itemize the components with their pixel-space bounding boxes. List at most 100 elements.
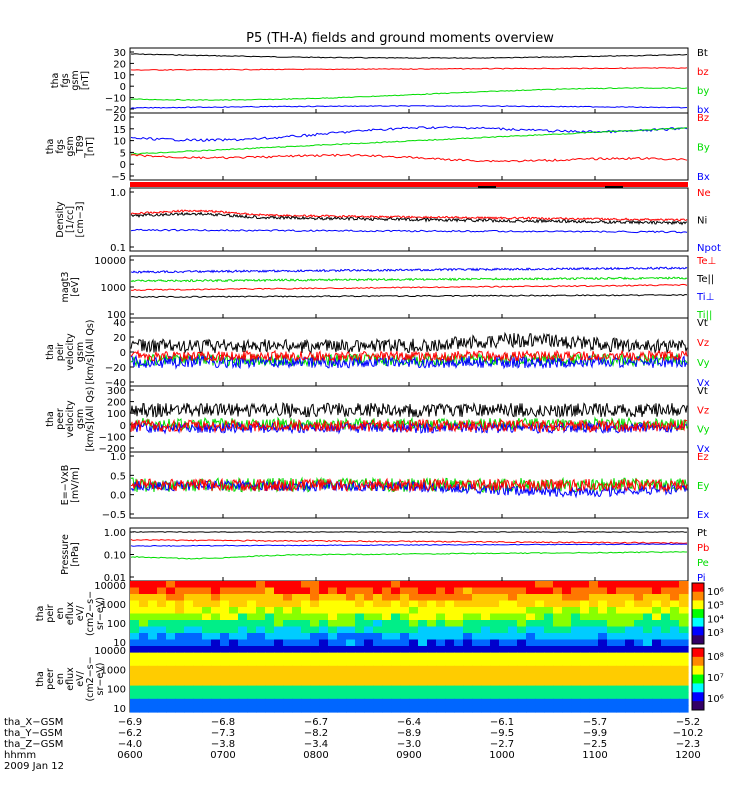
spectrogram-cell <box>157 679 167 687</box>
spectrogram-cell <box>652 613 662 621</box>
spectrogram-cell <box>238 587 248 595</box>
spectrogram-cell <box>625 692 635 700</box>
spectrogram-cell <box>139 594 149 602</box>
spectrogram-cell <box>364 652 374 660</box>
spectrogram-cell <box>409 672 419 680</box>
spectrogram-cell <box>661 672 671 680</box>
spectrogram-cell <box>526 587 536 595</box>
spectrogram-cell <box>634 626 644 634</box>
spectrogram-cell <box>229 665 239 673</box>
spectrogram-cell <box>301 613 311 621</box>
spectrogram-cell <box>427 685 437 693</box>
spectrogram-cell <box>526 646 536 654</box>
trace-Te-perp <box>130 283 688 292</box>
spectrogram-cell <box>283 659 293 667</box>
spectrogram-cell <box>301 633 311 641</box>
y-axis-label-line: [km/s](All Qs) <box>85 320 96 385</box>
spectrogram-cell <box>184 692 194 700</box>
spectrogram-cell <box>643 705 653 713</box>
spectrogram-cell <box>544 594 554 602</box>
spectrogram-cell <box>382 633 392 641</box>
spectrogram-cell <box>679 692 689 700</box>
spectrogram-cell <box>490 692 500 700</box>
spectrogram-cell <box>445 685 455 693</box>
spectrogram-cell <box>553 665 563 673</box>
spectrogram-cell <box>607 594 617 602</box>
spectrogram-cell <box>598 600 608 608</box>
spectrogram-cell <box>220 613 230 621</box>
spectrogram-cell <box>346 698 356 706</box>
spectrogram-cell <box>400 672 410 680</box>
spectrogram-cell <box>157 620 167 628</box>
spectrogram-cell <box>553 659 563 667</box>
spectrogram-cell <box>202 679 212 687</box>
spectrogram-cell <box>157 626 167 634</box>
spectrogram-cell <box>148 613 158 621</box>
spectrogram-cell <box>589 652 599 660</box>
spectrogram-cell <box>526 639 536 647</box>
spectrogram-cell <box>454 698 464 706</box>
spectrogram-cell <box>373 698 383 706</box>
spectrogram-cell <box>355 626 365 634</box>
spectrogram-cell <box>517 594 527 602</box>
spectrogram-cell <box>652 646 662 654</box>
spectrogram-cell <box>490 698 500 706</box>
spectrogram-cell <box>625 626 635 634</box>
spectrogram-cell <box>328 620 338 628</box>
spectrogram-cell <box>454 594 464 602</box>
trace-bz <box>130 67 688 71</box>
spectrogram-cell <box>535 692 545 700</box>
spectrogram-cell <box>643 665 653 673</box>
y-axis-label-line: tha <box>35 671 46 687</box>
spectrogram-cell <box>301 705 311 713</box>
y-axis-label-line: Density <box>55 201 66 237</box>
y-axis-label-line: [nPa] <box>70 542 81 567</box>
spectrogram-cell <box>535 620 545 628</box>
spectrogram-cell <box>310 679 320 687</box>
spectrogram-cell <box>481 587 491 595</box>
spectrogram-cell <box>535 639 545 647</box>
spectrogram-cell <box>256 679 266 687</box>
spectrogram-cell <box>652 587 662 595</box>
spectrogram-cell <box>535 633 545 641</box>
spectrogram-cell <box>589 672 599 680</box>
spectrogram-cell <box>310 633 320 641</box>
spectrogram-cell <box>328 633 338 641</box>
spectrogram-cell <box>643 679 653 687</box>
spectrogram-cell <box>337 698 347 706</box>
spectrogram-cell <box>625 659 635 667</box>
spectrogram-cell <box>526 672 536 680</box>
spectrogram-cell <box>274 581 284 589</box>
spectrogram-cell <box>598 594 608 602</box>
spectrogram-cell <box>670 613 680 621</box>
y-tick-label: 10000 <box>94 256 126 267</box>
spectrogram-cell <box>562 587 572 595</box>
spectrogram-cell <box>643 607 653 615</box>
y-tick-label: 40 <box>113 318 126 329</box>
spectrogram-cell <box>247 652 257 660</box>
spectrogram-cell <box>229 692 239 700</box>
spectrogram-cell <box>184 679 194 687</box>
spectrogram-cell <box>418 705 428 713</box>
spectrogram-cell <box>193 705 203 713</box>
spectrogram-cell <box>364 581 374 589</box>
spectrogram-cell <box>436 679 446 687</box>
spectrogram-cell <box>193 639 203 647</box>
spectrogram-cell <box>400 639 410 647</box>
spectrogram-cell <box>634 620 644 628</box>
spectrogram-cell <box>328 639 338 647</box>
spectrogram-cell <box>130 705 140 713</box>
y-tick-label: 0.01 <box>104 573 126 584</box>
spectrogram-cell <box>643 646 653 654</box>
spectrogram-cell <box>517 639 527 647</box>
spectrogram-cell <box>679 698 689 706</box>
spectrogram-cell <box>364 659 374 667</box>
spectrogram-cell <box>508 581 518 589</box>
spectrogram-cell <box>517 620 527 628</box>
y-tick-label: −20 <box>105 105 126 116</box>
spectrogram-cell <box>571 698 581 706</box>
spectrogram-cell <box>130 646 140 654</box>
spectrogram-cell <box>445 600 455 608</box>
spectrogram-cell <box>382 600 392 608</box>
spectrogram-cell <box>472 679 482 687</box>
